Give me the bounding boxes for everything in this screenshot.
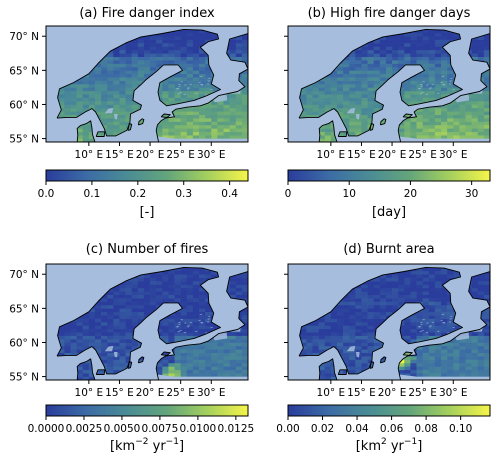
x-tick-label: 25° E [408,149,437,161]
x-tick-label: 20° E [136,149,165,161]
colorbar-d: 0.00 0.02 0.04 0.06 0.08 0.10 [km2 yr−1] [276,404,491,454]
y-tick-label: 65° N [9,65,39,77]
colorbar-tick-label: 0.02 [311,423,334,435]
x-tick-label: 30° E [197,387,226,399]
panel-title: (a) Fire danger index [79,6,215,21]
x-tick-label: 25° E [166,149,195,161]
x-tick-label: 15° E [347,387,376,399]
colorbar-tick-label: 10 [343,188,356,200]
colorbar-tick-label: 0.0 [38,188,55,200]
colorbar-tick-label: 0.0000 [28,423,65,435]
y-tick-label: 70° N [9,31,39,43]
panel-b: (b) High fire danger days 10° E 15° E 20° E… [284,6,491,220]
colorbar-tick-label: 0.04 [345,423,369,435]
x-tick-label: 10° E [317,387,346,399]
colorbar-unit-label: [km−2 yr−1] [110,437,184,454]
colorbar-tick-label: 0.08 [414,423,437,435]
colorbar-tick-label: 0.00 [276,423,299,435]
x-tick-label: 10° E [317,149,346,161]
panel-title: (d) Burnt area [343,242,434,257]
x-tick-label: 15° E [347,149,376,161]
x-tick-label: 10° E [75,149,104,161]
coastline [56,28,248,142]
colorbar-tick-label: 0.0025 [66,423,103,435]
colorbar-tick-label: 0.3 [175,188,192,200]
x-tick-label: 30° E [439,387,468,399]
colorbar-gradient [287,404,491,417]
lakes [346,313,483,358]
x-tick-label: 10° E [75,387,104,399]
colorbar-unit-label: [km2 yr−1] [356,437,423,454]
y-tick-label: 55° N [9,372,39,384]
colorbar-unit-label: [-] [140,205,155,220]
colorbar-tick-label: 0.1 [84,188,101,200]
colorbar-tick-label: 0.06 [380,423,404,435]
colorbar-c: 0.0000 0.0025 0.0050 0.0075 0.0100 0.0125 [km−… [28,404,254,454]
colorbar-tick-label: 0.0125 [217,423,254,435]
colorbar-tick-label: 0.2 [129,188,146,200]
x-tick-label: 20° E [136,387,165,399]
y-tick-label: 70° N [9,269,39,281]
x-tick-label: 20° E [378,149,407,161]
map-frame [287,263,491,381]
colorbar-gradient [45,169,249,182]
x-tick-label: 20° E [378,387,407,399]
colorbar-a: 0.0 0.1 0.2 0.3 0.4 [-] [38,169,249,220]
colorbar-gradient [45,404,249,417]
colorbar-tick-label: 0 [285,188,292,200]
panel-title: (b) High fire danger days [308,6,471,21]
coastline [298,266,490,380]
colorbar-tick-label: 0.0075 [142,423,179,435]
map-frame [287,25,491,143]
y-tick-label: 60° N [9,337,39,349]
y-tick-label: 65° N [9,303,39,315]
colorbar-b: 0 10 20 30 [day] [285,169,491,220]
coastline [298,28,490,142]
map-frame [45,263,249,381]
x-tick-label: 30° E [439,149,468,161]
x-tick-label: 25° E [166,387,195,399]
colorbar-tick-label: 20 [404,188,417,200]
x-tick-label: 25° E [408,387,437,399]
x-tick-label: 15° E [105,387,134,399]
panel-title: (c) Number of fires [86,242,209,257]
colorbar-tick-label: 0.0050 [104,423,141,435]
colorbar-tick-label: 0.0100 [180,423,217,435]
colorbar-tick-label: 30 [465,188,478,200]
panel-a: (a) Fire danger index 10° E 15° E 20° E 25° … [9,6,249,220]
colorbar-tick-label: 0.10 [449,423,472,435]
y-tick-label: 60° N [9,99,39,111]
y-tick-label: 55° N [9,134,39,146]
colorbar-gradient [287,169,491,182]
x-tick-label: 30° E [197,149,226,161]
x-tick-label: 15° E [105,149,134,161]
map-frame [45,25,249,143]
coastline [56,266,248,380]
colorbar-tick-label: 0.4 [221,188,238,200]
panel-d: (d) Burnt area 10° E 15° E 20° E 25° E 30° E 0… [276,242,491,454]
colorbar-unit-label: [day] [372,205,406,220]
